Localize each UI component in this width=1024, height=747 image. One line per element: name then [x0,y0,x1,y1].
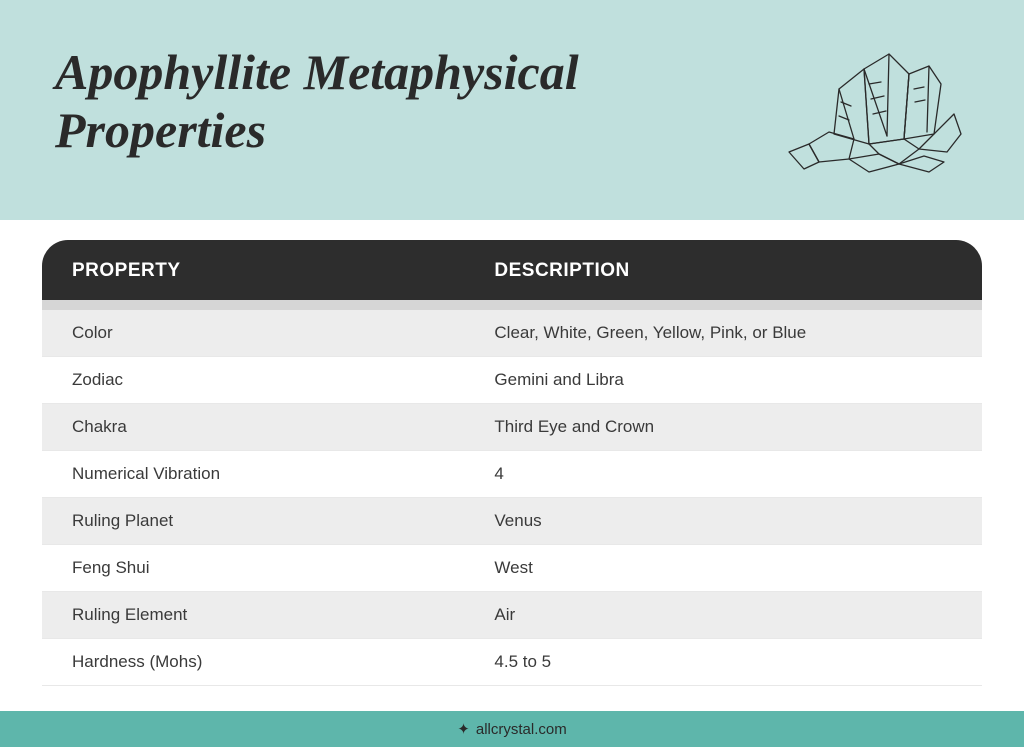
table-body: Color Clear, White, Green, Yellow, Pink,… [42,310,982,686]
crystal-illustration-icon [769,44,969,184]
sparkle-icon: ✦ [457,720,470,738]
cell-description: 4.5 to 5 [494,652,952,672]
table-row: Feng Shui West [42,545,982,592]
footer-text: allcrystal.com [476,721,567,738]
cell-property: Numerical Vibration [72,464,494,484]
cell-property: Hardness (Mohs) [72,652,494,672]
cell-property: Chakra [72,417,494,437]
cell-description: Third Eye and Crown [494,417,952,437]
cell-description: Clear, White, Green, Yellow, Pink, or Bl… [494,323,952,343]
properties-table: PROPERTY DESCRIPTION Color Clear, White,… [42,240,982,686]
cell-description: West [494,558,952,578]
table-subheader-strip [42,300,982,310]
header-banner: Apophyllite Metaphysical Properties [0,0,1024,220]
cell-description: Venus [494,511,952,531]
cell-description: 4 [494,464,952,484]
cell-description: Gemini and Libra [494,370,952,390]
table-row: Chakra Third Eye and Crown [42,404,982,451]
table-row: Color Clear, White, Green, Yellow, Pink,… [42,310,982,357]
table-header-row: PROPERTY DESCRIPTION [42,240,982,300]
column-header-description: DESCRIPTION [494,260,952,282]
cell-property: Ruling Planet [72,511,494,531]
table-row: Ruling Planet Venus [42,498,982,545]
properties-table-container: PROPERTY DESCRIPTION Color Clear, White,… [0,220,1024,686]
cell-property: Feng Shui [72,558,494,578]
footer-bar: ✦ allcrystal.com [0,711,1024,747]
cell-property: Color [72,323,494,343]
cell-property: Zodiac [72,370,494,390]
cell-property: Ruling Element [72,605,494,625]
table-row: Hardness (Mohs) 4.5 to 5 [42,639,982,686]
table-row: Zodiac Gemini and Libra [42,357,982,404]
table-row: Numerical Vibration 4 [42,451,982,498]
column-header-property: PROPERTY [72,260,494,282]
page-title: Apophyllite Metaphysical Properties [55,44,755,159]
cell-description: Air [494,605,952,625]
table-row: Ruling Element Air [42,592,982,639]
